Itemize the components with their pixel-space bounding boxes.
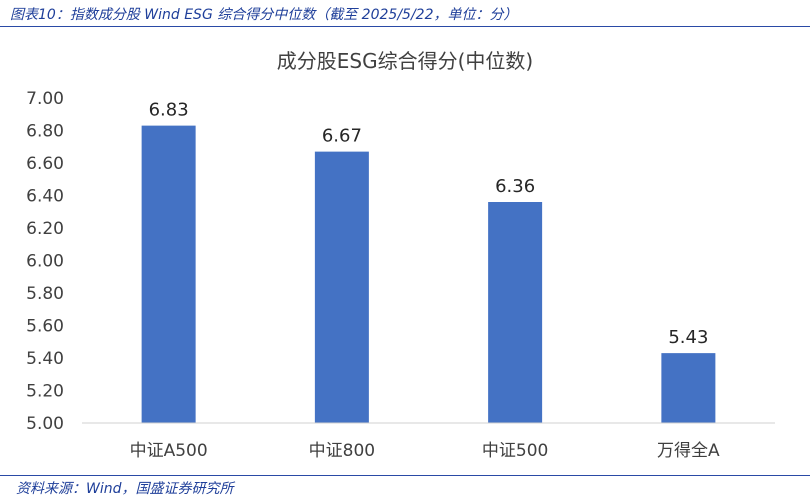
x-tick-label: 万得全A	[657, 441, 720, 461]
x-tick-label: 中证A500	[130, 441, 208, 461]
y-tick-label: 5.60	[26, 317, 64, 337]
bottom-divider	[0, 475, 810, 476]
y-axis: 5.00 5.20 5.40 5.60 5.80 6.00 6.20 6.40 6.60 6.80…	[26, 89, 64, 434]
y-tick-label: 7.00	[26, 89, 64, 109]
figure-title: 图表10：指数成分股 Wind ESG 综合得分中位数（截至 2025/5/22…	[10, 7, 518, 23]
x-tick-label: 中证500	[482, 441, 548, 461]
data-label: 6.83	[149, 100, 189, 121]
bars: 6.83 6.67 6.36 5.43	[141, 100, 716, 423]
bar	[661, 353, 716, 423]
top-divider	[0, 26, 810, 27]
bar-chart: 成分股ESG综合得分(中位数) 5.00 5.20 5.40 5.60 5.80 6.00…	[26, 49, 775, 461]
y-tick-label: 5.80	[26, 284, 64, 304]
x-tick-label: 中证800	[309, 441, 375, 461]
y-tick-label: 5.20	[26, 382, 64, 402]
bar	[488, 202, 543, 423]
data-label: 6.36	[495, 176, 535, 197]
y-tick-label: 6.40	[26, 187, 64, 207]
data-label: 5.43	[668, 327, 708, 348]
data-label: 6.67	[322, 126, 362, 147]
source-note: 资料来源：Wind，国盛证券研究所	[16, 481, 234, 497]
y-tick-label: 6.00	[26, 252, 64, 272]
bar	[141, 125, 196, 423]
y-tick-label: 6.20	[26, 219, 64, 239]
chart-title: 成分股ESG综合得分(中位数)	[277, 49, 533, 73]
bar	[314, 151, 369, 423]
y-tick-label: 5.00	[26, 414, 64, 434]
y-tick-label: 6.60	[26, 154, 64, 174]
x-axis: 中证A500 中证800 中证500 万得全A	[82, 422, 775, 461]
y-tick-label: 6.80	[26, 122, 64, 142]
y-tick-label: 5.40	[26, 349, 64, 369]
